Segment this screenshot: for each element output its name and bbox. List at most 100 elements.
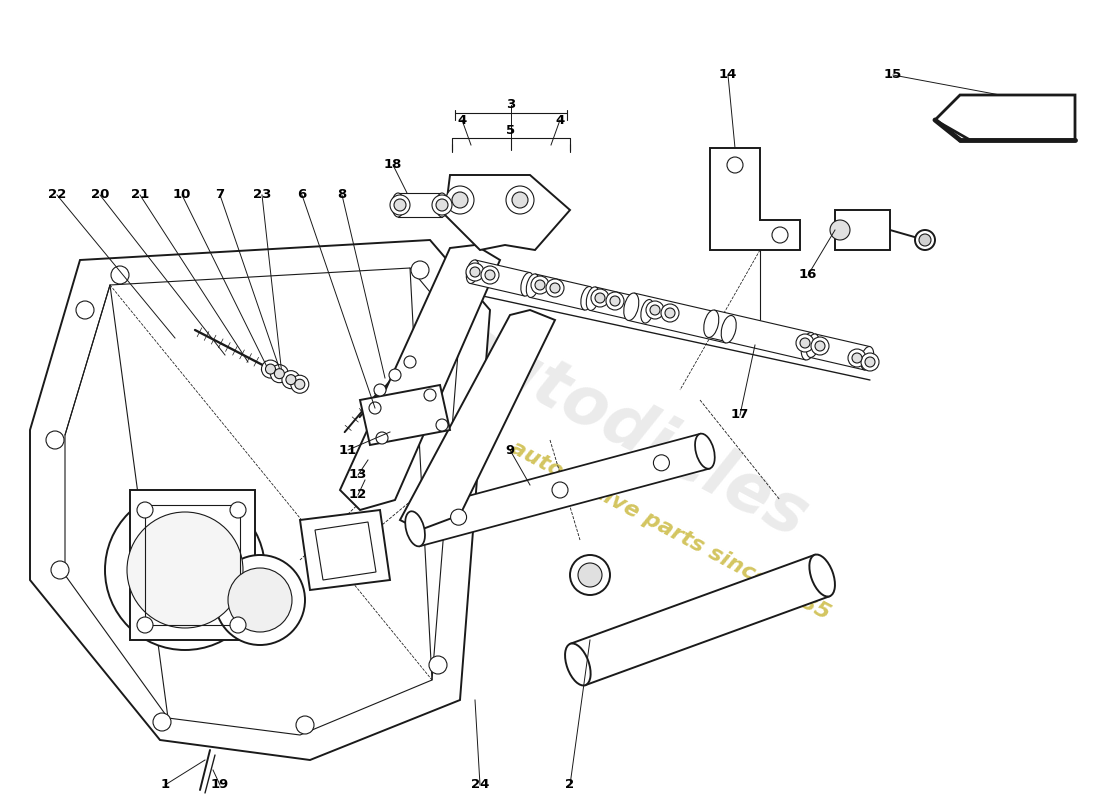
Circle shape <box>51 561 69 579</box>
Circle shape <box>796 334 814 352</box>
Ellipse shape <box>624 293 639 321</box>
Text: 4: 4 <box>458 114 466 126</box>
Circle shape <box>591 289 609 307</box>
Circle shape <box>230 617 246 633</box>
Text: 9: 9 <box>505 443 515 457</box>
Circle shape <box>512 192 528 208</box>
Ellipse shape <box>526 274 539 298</box>
Polygon shape <box>360 385 450 445</box>
Circle shape <box>295 379 305 390</box>
Ellipse shape <box>861 346 873 370</box>
Polygon shape <box>340 245 500 510</box>
Ellipse shape <box>520 273 534 296</box>
Circle shape <box>666 308 675 318</box>
Circle shape <box>126 512 243 628</box>
Ellipse shape <box>806 334 820 358</box>
Circle shape <box>390 195 410 215</box>
Text: 8: 8 <box>338 189 346 202</box>
Text: 11: 11 <box>339 443 358 457</box>
Circle shape <box>111 266 129 284</box>
Polygon shape <box>30 240 489 760</box>
Circle shape <box>451 509 466 525</box>
Circle shape <box>394 199 406 211</box>
Text: 16: 16 <box>799 269 817 282</box>
Circle shape <box>432 195 452 215</box>
Polygon shape <box>470 260 530 296</box>
Circle shape <box>727 157 742 173</box>
Circle shape <box>265 364 275 374</box>
Polygon shape <box>710 148 800 250</box>
Polygon shape <box>530 274 590 310</box>
Polygon shape <box>935 95 1075 140</box>
Circle shape <box>646 301 664 319</box>
Circle shape <box>650 305 660 315</box>
Text: 12: 12 <box>349 489 367 502</box>
Circle shape <box>374 384 386 396</box>
Polygon shape <box>130 490 255 640</box>
Ellipse shape <box>405 511 425 546</box>
Circle shape <box>653 455 670 471</box>
Circle shape <box>466 263 484 281</box>
Circle shape <box>296 716 314 734</box>
Circle shape <box>852 353 862 363</box>
Circle shape <box>429 656 447 674</box>
Ellipse shape <box>466 260 480 283</box>
Circle shape <box>811 337 829 355</box>
Circle shape <box>262 360 279 378</box>
Circle shape <box>861 353 879 371</box>
Circle shape <box>368 402 381 414</box>
Ellipse shape <box>695 434 715 469</box>
Circle shape <box>214 555 305 645</box>
Polygon shape <box>810 334 870 370</box>
Circle shape <box>485 270 495 280</box>
Circle shape <box>531 276 549 294</box>
Circle shape <box>546 279 564 297</box>
Ellipse shape <box>722 315 736 343</box>
Circle shape <box>595 293 605 303</box>
Polygon shape <box>410 434 710 546</box>
Circle shape <box>830 220 850 240</box>
Polygon shape <box>628 293 732 343</box>
Circle shape <box>153 713 170 731</box>
Text: autodieles: autodieles <box>441 309 820 551</box>
Circle shape <box>286 374 296 385</box>
Text: 6: 6 <box>297 189 307 202</box>
Polygon shape <box>446 175 570 250</box>
Ellipse shape <box>810 554 835 597</box>
Polygon shape <box>708 310 812 360</box>
Text: 4: 4 <box>556 114 564 126</box>
Ellipse shape <box>436 193 448 217</box>
Circle shape <box>915 230 935 250</box>
Circle shape <box>290 375 309 394</box>
Ellipse shape <box>565 643 591 686</box>
Ellipse shape <box>801 333 816 360</box>
Text: 13: 13 <box>349 469 367 482</box>
Circle shape <box>800 338 810 348</box>
Text: automotive parts since 1985: automotive parts since 1985 <box>507 437 833 623</box>
Circle shape <box>550 283 560 293</box>
Ellipse shape <box>586 287 600 310</box>
Circle shape <box>610 296 620 306</box>
Circle shape <box>446 186 474 214</box>
Circle shape <box>424 389 436 401</box>
Polygon shape <box>400 310 556 530</box>
Text: 3: 3 <box>506 98 516 111</box>
Circle shape <box>411 261 429 279</box>
Circle shape <box>404 356 416 368</box>
Polygon shape <box>590 287 650 323</box>
Circle shape <box>452 192 468 208</box>
Text: 19: 19 <box>211 778 229 791</box>
Ellipse shape <box>392 193 404 217</box>
Polygon shape <box>570 555 829 685</box>
Text: 15: 15 <box>884 69 902 82</box>
Polygon shape <box>300 510 390 590</box>
Circle shape <box>606 292 624 310</box>
Text: 14: 14 <box>718 69 737 82</box>
Circle shape <box>570 555 611 595</box>
Circle shape <box>918 234 931 246</box>
Circle shape <box>865 357 874 367</box>
Circle shape <box>376 432 388 444</box>
Circle shape <box>138 502 153 518</box>
Circle shape <box>436 199 448 211</box>
Polygon shape <box>398 193 442 217</box>
